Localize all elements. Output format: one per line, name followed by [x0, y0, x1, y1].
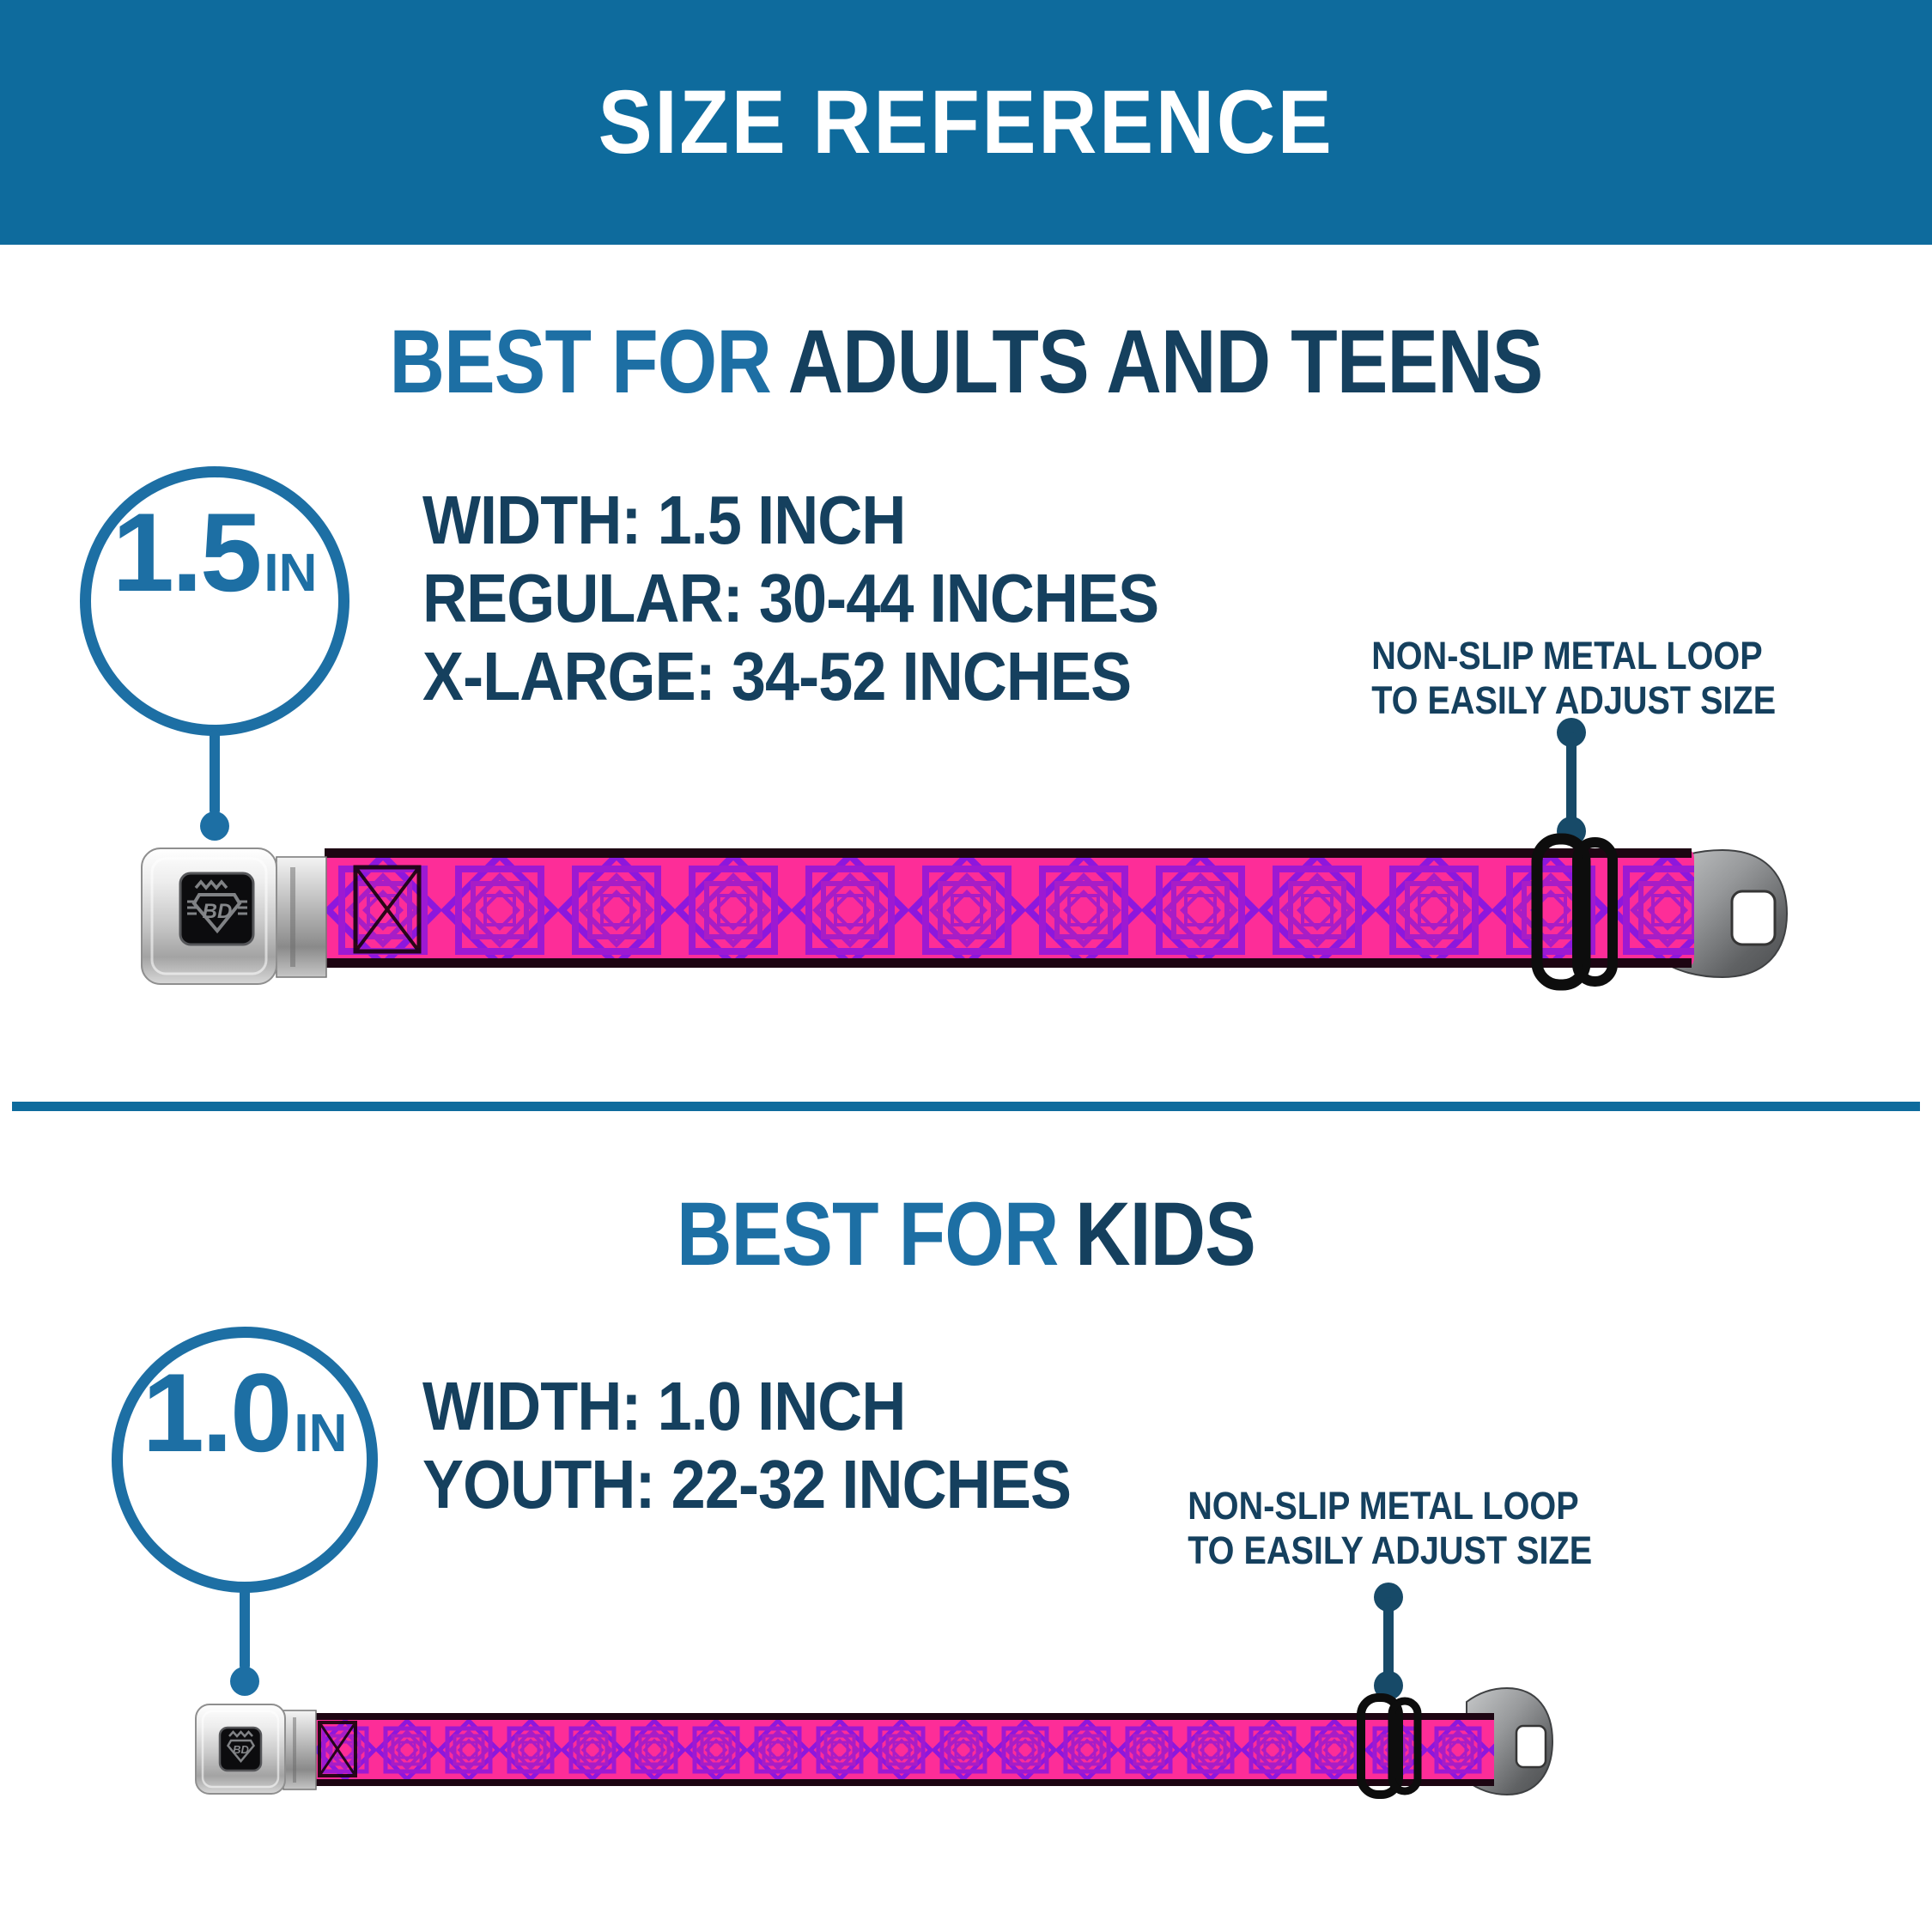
metal-loop [1531, 833, 1618, 991]
annotation-line-1: NON-SLIP METAL LOOP [1371, 634, 1763, 677]
spec-regular: REGULAR: 30-44 INCHES [422, 560, 1159, 636]
spec-xlarge: X-LARGE: 34-52 INCHES [422, 638, 1132, 714]
section-heading-kids: BEST FOR KIDS [145, 1183, 1788, 1286]
header-banner: SIZE REFERENCE [0, 0, 1932, 245]
badge-callout-line [210, 730, 220, 816]
badge-unit: IN [294, 1404, 348, 1463]
seatbelt-buckle: BD [141, 848, 327, 985]
badge-value: 1.0 [142, 1350, 293, 1475]
seatbelt-buckle: BD [195, 1704, 317, 1795]
stitch-box [318, 1721, 357, 1777]
adult-belt-image: BD [141, 833, 1789, 991]
badge-callout-dot [230, 1667, 259, 1696]
metal-loop-annotation: NON-SLIP METAL LOOP TO EASILY ADJUST SIZ… [1371, 634, 1777, 723]
annotation-callout-line [1566, 732, 1577, 829]
stitch-box [353, 865, 422, 954]
badge-unit: IN [264, 544, 318, 603]
belt-strap [325, 848, 1694, 968]
spec-width: WIDTH: 1.0 INCH [422, 1368, 906, 1444]
metal-loop [1357, 1693, 1422, 1799]
width-badge-1-5in: 1.5 IN [80, 466, 349, 736]
buckle-logo-text: BD [203, 900, 233, 923]
spec-width: WIDTH: 1.5 INCH [422, 482, 906, 558]
heading-rest-text: ADULTS AND TEENS [787, 312, 1544, 412]
page-title: SIZE REFERENCE [598, 71, 1334, 173]
annotation-callout-line [1383, 1597, 1394, 1685]
section-divider [12, 1102, 1920, 1111]
specs-adults: WIDTH: 1.5 INCH REGULAR: 30-44 INCHES X-… [422, 481, 1159, 715]
heading-rest-text: KIDS [1075, 1184, 1256, 1285]
width-badge-1-0in: 1.0 IN [112, 1327, 378, 1593]
belt-strap [314, 1713, 1494, 1786]
kid-belt-image: BD [195, 1686, 1554, 1799]
badge-callout-dot [200, 811, 229, 841]
annotation-line-1: NON-SLIP METAL LOOP [1188, 1484, 1579, 1528]
section-heading-adults: BEST FOR ADULTS AND TEENS [145, 311, 1788, 414]
buckle-logo: BD [226, 1730, 256, 1763]
tip-hole [1515, 1724, 1547, 1769]
metal-loop-annotation: NON-SLIP METAL LOOP TO EASILY ADJUST SIZ… [1188, 1484, 1593, 1573]
specs-kids: WIDTH: 1.0 INCH YOUTH: 22-32 INCHES [422, 1367, 1072, 1523]
heading-accent-text: BEST FOR [389, 312, 772, 412]
tip-hole [1730, 890, 1777, 946]
badge-callout-line [240, 1587, 250, 1671]
buckle-logo: BD [187, 879, 247, 934]
heading-accent-text: BEST FOR [677, 1184, 1059, 1285]
annotation-line-2: TO EASILY ADJUST SIZE [1371, 678, 1777, 722]
badge-value: 1.5 [112, 489, 263, 615]
buckle-logo-text: BD [233, 1743, 249, 1756]
spec-youth: YOUTH: 22-32 INCHES [422, 1446, 1072, 1522]
annotation-line-2: TO EASILY ADJUST SIZE [1188, 1528, 1593, 1572]
